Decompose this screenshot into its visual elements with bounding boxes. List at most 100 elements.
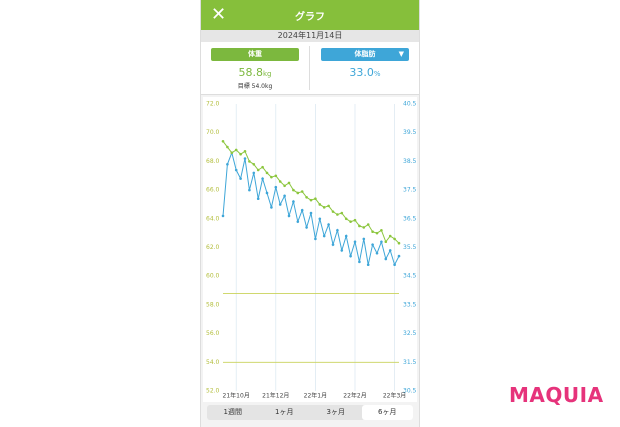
point xyxy=(318,203,322,206)
tab[interactable]: 1ヶ月 xyxy=(275,408,294,416)
chart: 52.0 54.0 56.0 58.0 60.0 62.0 64.0 66.0 68.0 70.0… xyxy=(203,97,417,402)
point xyxy=(393,263,396,267)
fat-value: 33.0% xyxy=(321,66,409,79)
y2-tick-label: 35.5 xyxy=(403,244,417,251)
point xyxy=(234,148,238,152)
point xyxy=(296,220,300,223)
point xyxy=(353,218,357,222)
phone-screen: ✕ グラフ 2024年11月14日 体重 体脂肪 ▼ 58.8kg 目標 54.0… xyxy=(200,0,420,427)
plot-bg xyxy=(203,97,417,402)
point xyxy=(283,194,286,198)
close-button[interactable]: ✕ xyxy=(211,4,227,25)
point xyxy=(226,145,229,149)
point xyxy=(388,234,392,238)
point xyxy=(256,197,260,201)
point xyxy=(380,228,383,232)
point xyxy=(336,228,339,232)
point xyxy=(309,211,313,215)
point xyxy=(384,240,388,244)
y-tick-label: 68.0 xyxy=(206,158,220,165)
point xyxy=(362,226,366,229)
point xyxy=(261,177,264,180)
divider xyxy=(309,46,310,90)
header: ✕ グラフ xyxy=(201,0,419,30)
goal: 目標 54.0kg xyxy=(237,83,273,90)
point xyxy=(380,240,383,244)
point xyxy=(331,210,335,213)
point xyxy=(283,184,286,188)
y-tick-label: 70.0 xyxy=(206,129,220,136)
point xyxy=(309,198,313,202)
point xyxy=(221,140,225,143)
y-tick-label: 54.0 xyxy=(206,359,220,366)
x-tick-label: 22年2月 xyxy=(343,392,366,400)
point xyxy=(270,206,273,209)
point xyxy=(318,217,322,221)
point xyxy=(344,234,348,238)
date: 2024年11月14日 xyxy=(201,30,419,42)
point xyxy=(344,217,348,221)
fat-button[interactable]: 体脂肪 ▼ xyxy=(321,48,409,61)
period-tabs: 1週間 1ヶ月 3ヶ月 6ヶ月 xyxy=(207,405,413,420)
point xyxy=(265,191,269,195)
point xyxy=(274,174,278,178)
y-tick-label: 62.0 xyxy=(206,244,220,251)
point xyxy=(353,240,357,244)
header-title: グラフ xyxy=(295,12,325,23)
point xyxy=(234,168,238,172)
point xyxy=(314,237,317,241)
fat-unit: % xyxy=(373,70,381,78)
fat-number: 33.0 xyxy=(349,66,374,79)
point xyxy=(327,223,330,226)
y2-tick-label: 32.5 xyxy=(403,330,417,337)
y2-tick-label: 38.5 xyxy=(403,158,417,165)
weight-button[interactable]: 体重 xyxy=(211,48,299,61)
point xyxy=(305,226,308,229)
point xyxy=(366,263,370,267)
point xyxy=(371,243,374,246)
point xyxy=(270,175,273,179)
point xyxy=(256,168,260,172)
point xyxy=(292,200,295,203)
point xyxy=(265,171,269,175)
point xyxy=(300,208,304,212)
point xyxy=(388,249,392,252)
y2-tick-label: 34.5 xyxy=(403,273,417,280)
y2-tick-label: 33.5 xyxy=(403,301,417,308)
y-tick-label: 66.0 xyxy=(206,187,220,194)
y2-tick-label: 36.5 xyxy=(403,215,417,222)
point xyxy=(287,181,291,185)
tab[interactable]: 3ヶ月 xyxy=(326,408,345,416)
y2-tick-label: 40.5 xyxy=(403,101,417,108)
point xyxy=(248,160,251,163)
y2-tick-label: 30.5 xyxy=(403,388,417,395)
point xyxy=(278,180,282,183)
point xyxy=(239,177,242,180)
point xyxy=(375,251,379,255)
point xyxy=(252,162,256,166)
point xyxy=(243,150,247,153)
y2-tick-label: 39.5 xyxy=(403,129,417,136)
point xyxy=(287,214,291,218)
point xyxy=(371,230,374,234)
x-tick-label: 22年3月 xyxy=(383,392,406,400)
fat-button-label: 体脂肪 xyxy=(354,50,376,58)
point xyxy=(322,206,326,209)
point xyxy=(384,257,388,261)
point xyxy=(331,243,335,246)
point xyxy=(230,151,234,155)
point xyxy=(221,214,225,218)
point xyxy=(322,234,326,238)
y-tick-label: 52.0 xyxy=(206,388,220,395)
tab[interactable]: 6ヶ月 xyxy=(361,405,413,420)
y2-tick-label: 31.5 xyxy=(403,359,417,366)
point xyxy=(305,195,308,199)
point xyxy=(327,204,330,208)
point xyxy=(362,237,366,241)
y-tick-label: 58.0 xyxy=(206,301,220,308)
point xyxy=(296,191,300,195)
point xyxy=(300,190,304,193)
tab[interactable]: 1週間 xyxy=(223,408,242,416)
point xyxy=(248,188,251,192)
